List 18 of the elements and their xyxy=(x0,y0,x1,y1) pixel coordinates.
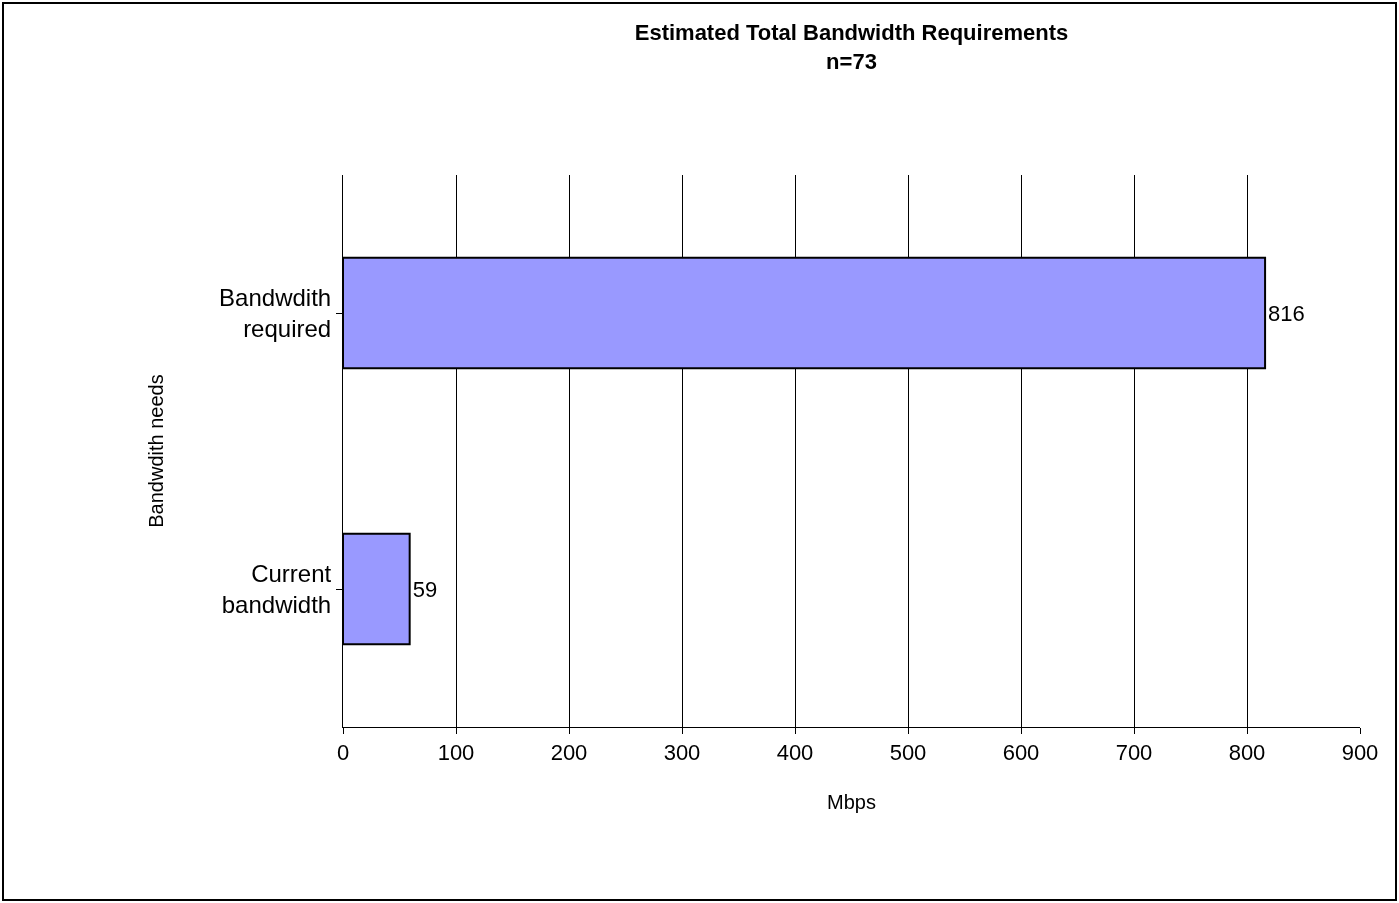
y-axis-title: Bandwdith needs xyxy=(144,374,167,528)
data-label: 816 xyxy=(1268,300,1305,326)
x-tick-label: 500 xyxy=(889,740,927,766)
y-tick-label: Bandwdith required xyxy=(219,283,332,342)
x-axis-title: Mbps xyxy=(827,790,876,813)
x-tick-label: 600 xyxy=(1002,740,1040,766)
x-tick-label: 900 xyxy=(1341,740,1379,766)
x-tick-label: 400 xyxy=(776,740,814,766)
chart-subtitle: n=73 xyxy=(826,48,877,74)
x-tick-label: 700 xyxy=(1115,740,1153,766)
y-tick-label: Current bandwidth xyxy=(221,559,332,618)
x-tick-label: 300 xyxy=(663,740,701,766)
x-tick-label: 800 xyxy=(1228,740,1266,766)
chart-title: Estimated Total Bandwidth Requirements xyxy=(634,20,1069,45)
data-label: 59 xyxy=(412,576,438,602)
x-tick-label: 200 xyxy=(550,740,588,766)
x-tick-label: 0 xyxy=(336,740,350,766)
x-tick-label: 100 xyxy=(437,740,475,766)
